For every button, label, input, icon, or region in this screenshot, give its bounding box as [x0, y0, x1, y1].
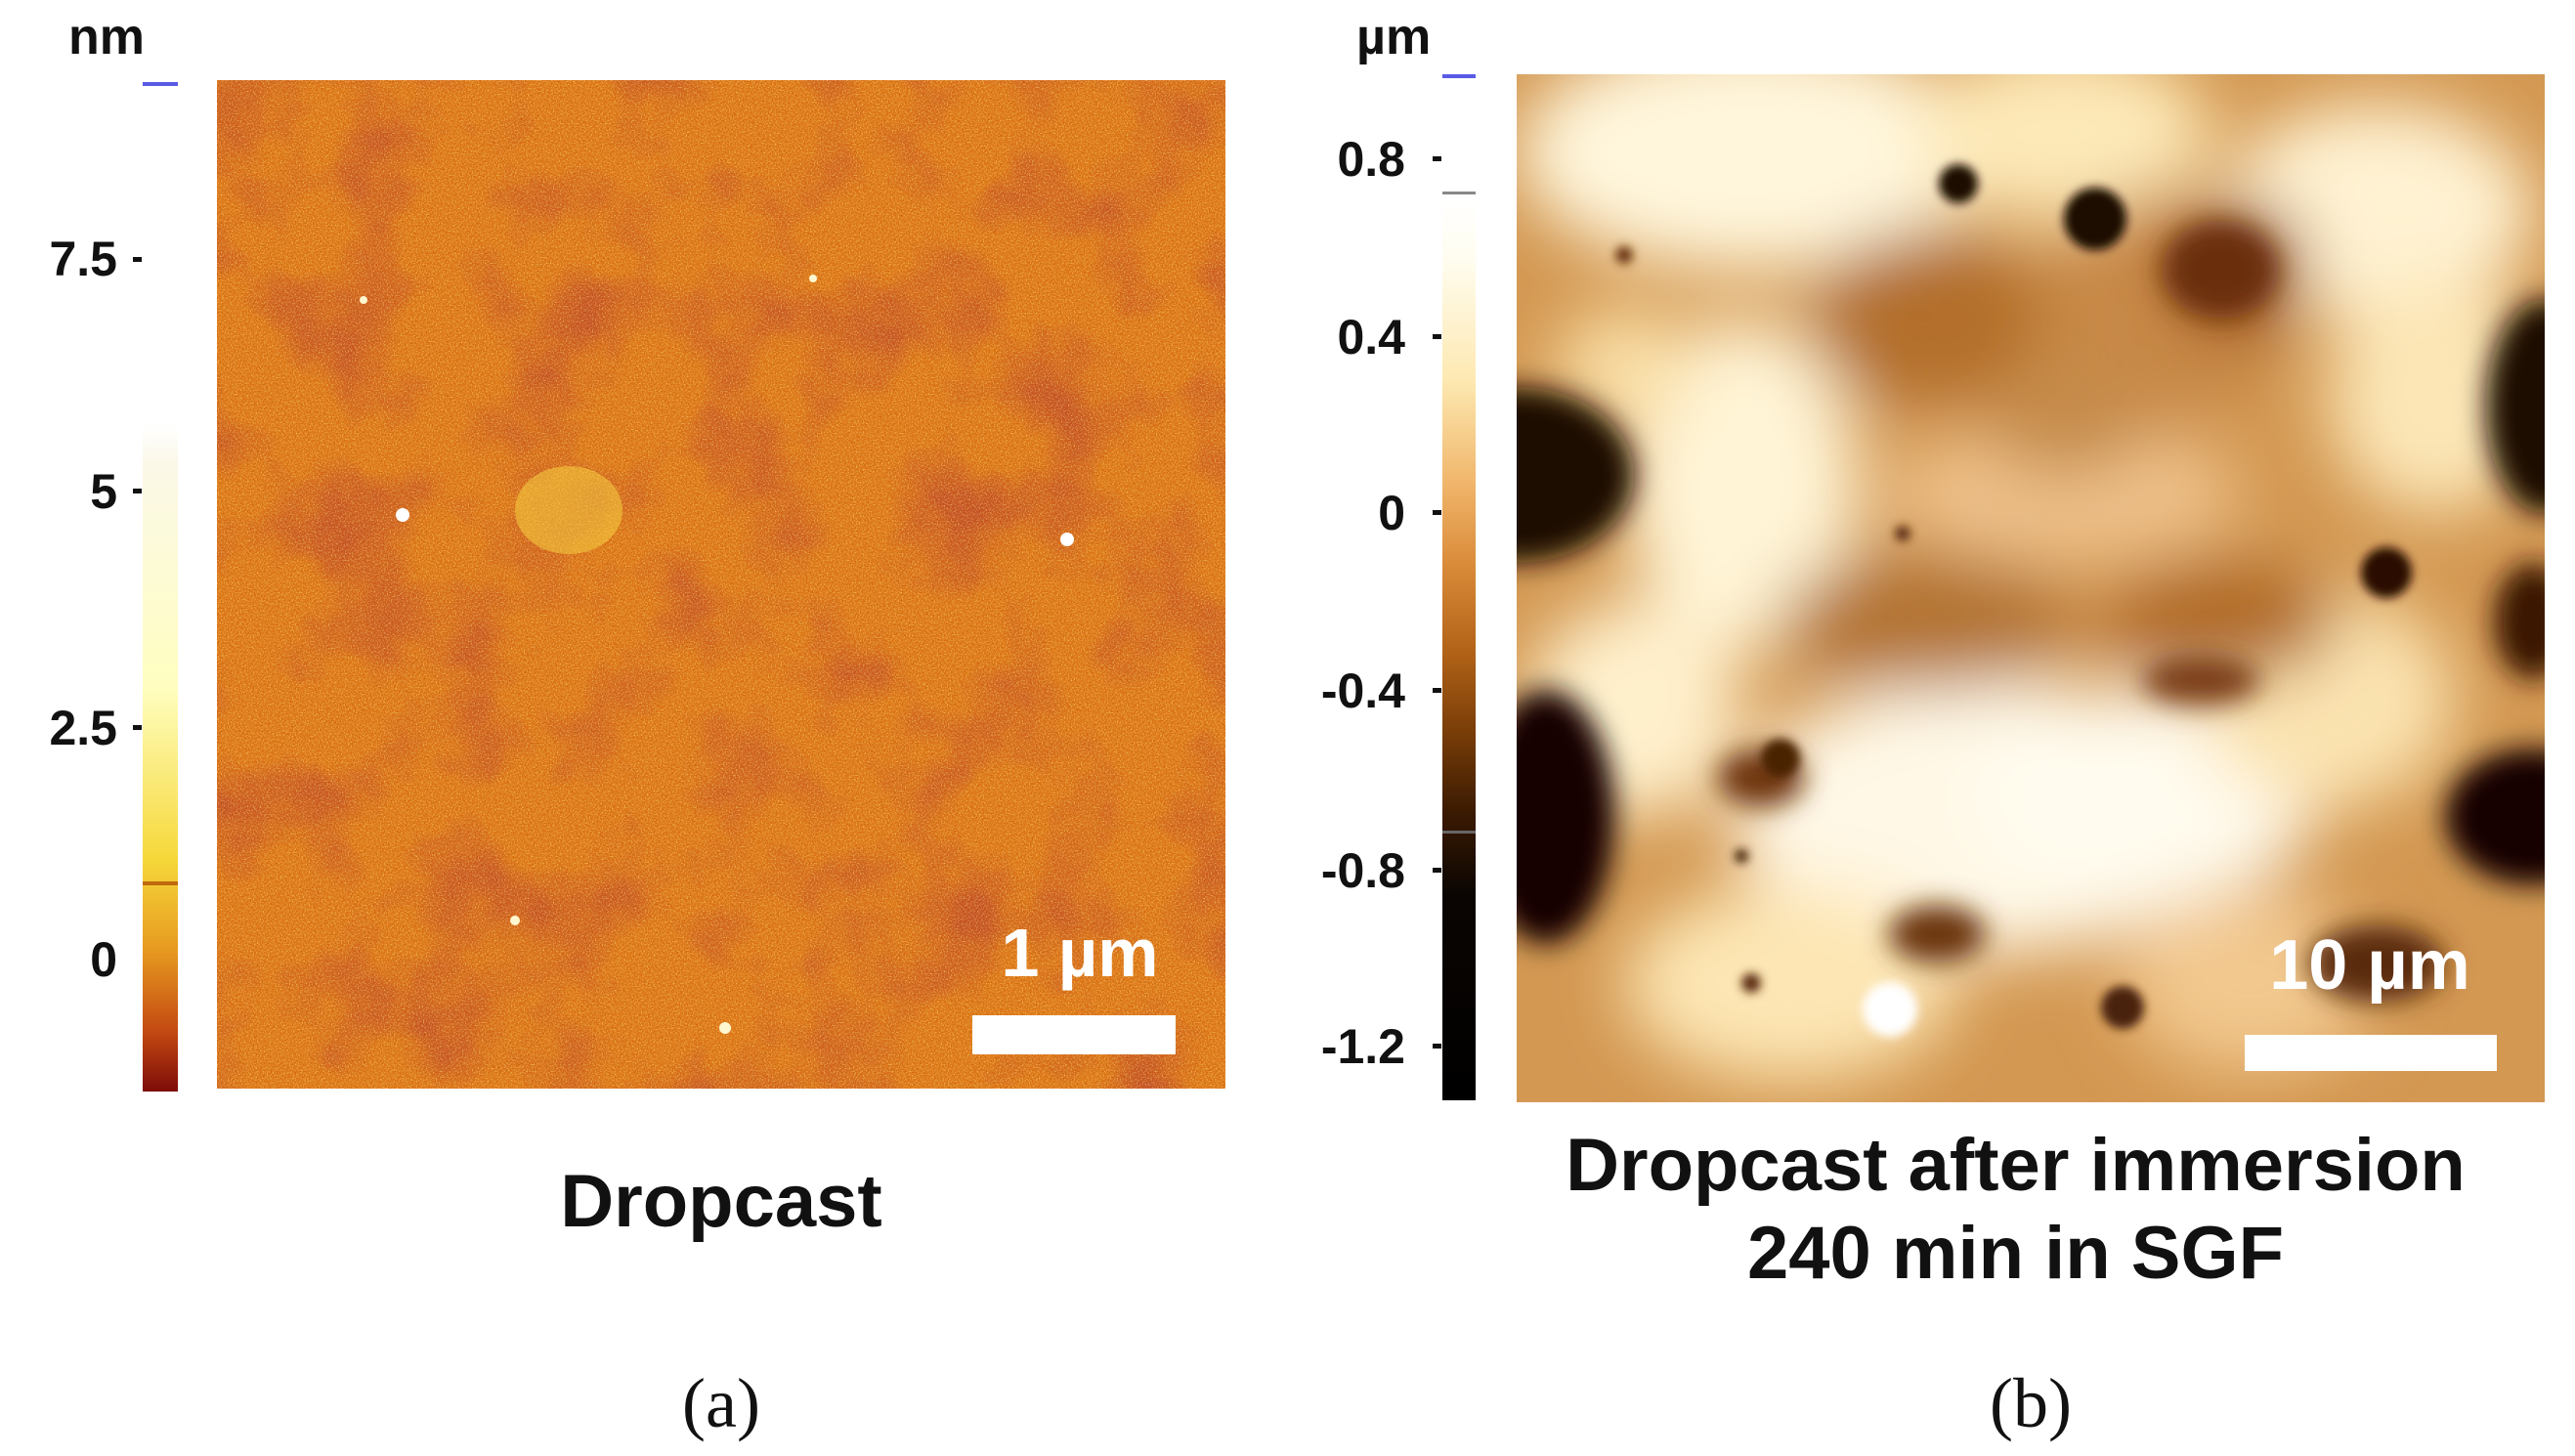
particle: [396, 508, 409, 522]
pit: [1615, 246, 1633, 264]
scale-bar-b-label: 10 µm: [2269, 926, 2470, 1005]
pit: [1939, 164, 1978, 203]
colorbar-a-tick: 0: [90, 932, 117, 987]
scale-bar-a: [972, 1015, 1176, 1054]
colorbar-b-top-marker: [1442, 74, 1476, 78]
pit: [2361, 547, 2412, 598]
colorbar-b-tick: 0.8: [1337, 132, 1405, 187]
colorbar-b-tickmark: [1433, 1044, 1441, 1049]
colorbar-a-tickmark: [133, 489, 142, 493]
colorbar-b-unit: µm: [1356, 9, 1432, 65]
pit: [1761, 739, 1800, 778]
colorbar-b: [1442, 74, 1476, 1100]
afm-image-b: [1517, 74, 2545, 1102]
colorbar-b-tick: 0: [1378, 486, 1405, 540]
caption-b: Dropcast after immersion 240 min in SGF: [1456, 1122, 2575, 1297]
particle: [1060, 533, 1074, 546]
colorbar-b-marker: [1442, 831, 1476, 834]
colorbar-a-tick: 2.5: [49, 701, 117, 755]
colorbar-a-top-marker: [143, 82, 178, 86]
colorbar-b-tickmark: [1433, 510, 1441, 515]
colorbar-a-mid-marker: [143, 881, 178, 885]
colorbar-b-marker: [1442, 192, 1476, 194]
panel-label-b: (b): [1990, 1364, 2072, 1442]
colorbar-a-tickmark: [133, 725, 142, 730]
scale-bar-b: [2245, 1035, 2497, 1071]
colorbar-a-tickmark: [133, 257, 142, 262]
colorbar-a: [143, 80, 178, 1092]
colorbar-b-tickmark: [1433, 688, 1441, 693]
colorbar-b-tick: -0.8: [1320, 843, 1405, 898]
bright-spot: [515, 466, 622, 554]
caption-a: Dropcast: [560, 1160, 882, 1243]
colorbar-b-tick: 0.4: [1337, 310, 1405, 364]
colorbar-b-tickmark: [1433, 156, 1441, 161]
afm-image-a: [217, 80, 1225, 1089]
bright-particle: [1863, 982, 1917, 1037]
colorbar-b-tickmark: [1433, 334, 1441, 339]
pit: [1741, 973, 1761, 993]
colorbar-b-tick: -0.4: [1320, 664, 1405, 718]
colorbar-a-unit: nm: [68, 9, 145, 65]
scale-bar-a-label: 1 µm: [1001, 915, 1159, 991]
particle: [360, 296, 367, 304]
particle: [719, 1022, 731, 1034]
caption-b-line2: 240 min in SGF: [1746, 1211, 2285, 1295]
particle: [510, 916, 520, 925]
colorbar-a-tick: 7.5: [49, 232, 117, 286]
pit: [1895, 526, 1910, 541]
colorbar-b-tickmark: [1433, 868, 1441, 873]
colorbar-a-tick: 5: [90, 464, 117, 519]
pit: [1735, 849, 1748, 863]
colorbar-b-tick: -1.2: [1320, 1019, 1405, 1074]
particle: [809, 275, 817, 282]
panel-label-a: (a): [682, 1364, 760, 1442]
pit: [2101, 986, 2144, 1029]
pit: [2064, 188, 2126, 250]
caption-b-line1: Dropcast after immersion: [1566, 1124, 2466, 1207]
